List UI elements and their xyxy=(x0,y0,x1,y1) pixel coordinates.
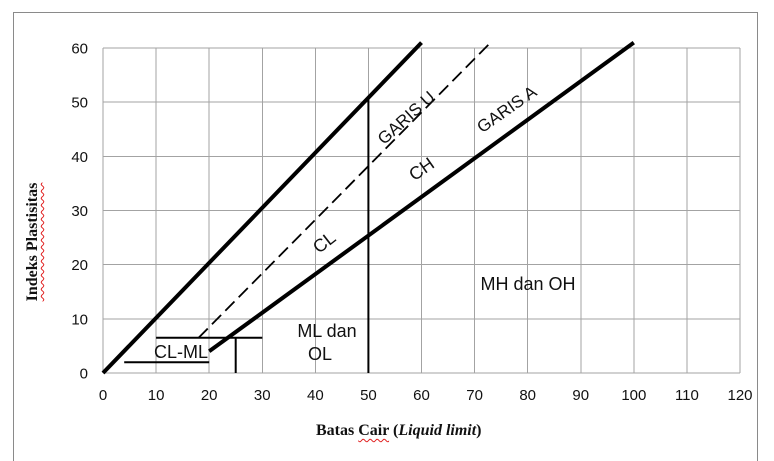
x-tick-label: 110 xyxy=(675,387,699,404)
y-tick-label: 40 xyxy=(71,149,88,166)
region-label: CL-ML xyxy=(154,342,208,362)
x-axis-label-word: Batas xyxy=(316,422,355,439)
x-axis-label-paren: ( xyxy=(393,422,399,439)
y-tick-label: 10 xyxy=(71,311,88,328)
series-lines xyxy=(101,40,635,375)
series-line-garis-u xyxy=(197,41,492,339)
y-tick-label: 30 xyxy=(71,203,88,220)
y-tick-label: 20 xyxy=(71,257,88,274)
series-label: GARIS U xyxy=(374,87,439,148)
series-line-garis-a xyxy=(208,40,635,353)
x-tick-label: 10 xyxy=(148,387,165,404)
y-axis-label: Indeks Plastisitas xyxy=(24,182,41,302)
x-axis-label: Batas Cair (Liquid limit) xyxy=(316,422,482,440)
x-tick-label: 90 xyxy=(572,387,589,404)
x-tick-label: 20 xyxy=(201,387,218,404)
x-tick-label: 50 xyxy=(360,387,377,404)
tick-labels: 0 10 20 30 40 50 60 70 80 90 100 110 120 0 10 20 30 40 50 6… xyxy=(71,41,752,405)
x-axis-label-word: Cair xyxy=(358,422,390,439)
x-tick-label: 30 xyxy=(254,387,271,404)
y-tick-label: 50 xyxy=(71,95,88,112)
region-label: CL xyxy=(309,227,339,257)
region-label: CH xyxy=(405,153,438,184)
region-label: ML dan xyxy=(297,321,356,341)
region-label: OL xyxy=(308,344,332,364)
x-tick-label: 0 xyxy=(99,387,107,404)
figure-frame xyxy=(13,12,758,461)
x-tick-label: 100 xyxy=(621,387,646,404)
y-tick-label: 0 xyxy=(80,366,88,383)
x-tick-label: 60 xyxy=(413,387,430,404)
x-tick-label: 120 xyxy=(727,387,752,404)
x-tick-label: 70 xyxy=(466,387,483,404)
region-label: MH dan OH xyxy=(480,274,575,294)
y-tick-label: 60 xyxy=(71,41,88,58)
series-label: GARIS A xyxy=(474,82,541,137)
grid xyxy=(102,47,741,374)
x-axis-label-italic: Liquid limit xyxy=(398,422,477,439)
x-axis-label-paren: ) xyxy=(476,422,482,439)
x-tick-label: 40 xyxy=(307,387,324,404)
chart-annotations: GARIS U GARIS A CL CH MH dan OH ML dan OL CL-ML xyxy=(154,82,576,364)
x-tick-label: 80 xyxy=(519,387,536,404)
